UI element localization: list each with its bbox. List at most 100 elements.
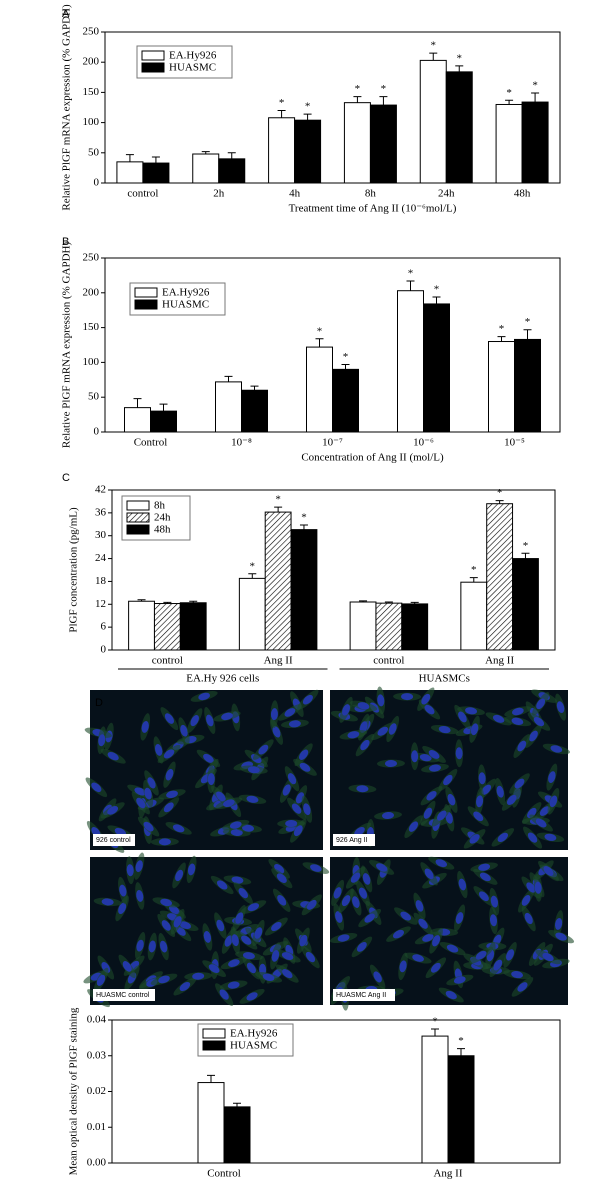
y-tick-label: 24 (95, 552, 107, 564)
nucleus (556, 701, 565, 713)
nucleus (458, 711, 467, 723)
nucleus (341, 895, 351, 907)
bar (375, 602, 403, 651)
nucleus (421, 693, 431, 705)
bar (223, 1106, 251, 1164)
nucleus (529, 730, 538, 742)
nucleus (489, 914, 498, 927)
nucleus (364, 913, 375, 923)
y-tick-label: 250 (83, 252, 100, 264)
nucleus (418, 918, 428, 929)
caption-box (333, 834, 375, 846)
x-tick-label: 10⁻⁸ (231, 437, 252, 449)
error-bar (250, 385, 259, 391)
micrograph-caption: 926 Ang II (336, 837, 368, 844)
nucleus (221, 712, 233, 721)
nucleus (465, 707, 478, 715)
nucleus (492, 714, 505, 723)
nucleus (549, 795, 558, 808)
y-tick-label: 12 (95, 598, 106, 610)
nucleus (306, 899, 317, 910)
error-bar (359, 600, 368, 602)
nucleus (161, 920, 171, 931)
y-tick-label: 200 (83, 56, 100, 68)
nucleus (229, 821, 242, 829)
nucleus (101, 898, 114, 906)
legend-label: EA.Hy926 (169, 50, 217, 62)
caption-box (93, 834, 135, 846)
nucleus (282, 969, 293, 979)
nucleus (524, 912, 533, 925)
nucleus (190, 715, 199, 727)
bar (264, 511, 292, 651)
significance-marker: * (458, 1035, 464, 1047)
nucleus (203, 931, 212, 943)
nucleus (231, 934, 239, 947)
nucleus (453, 976, 466, 984)
micrograph-caption: 926 control (96, 837, 131, 844)
x-tick-label: control (373, 655, 404, 667)
nucleus (107, 752, 119, 761)
nucleus (360, 739, 370, 751)
nucleus (357, 702, 370, 710)
nucleus (91, 782, 102, 793)
nucleus (455, 912, 464, 924)
significance-marker: * (432, 1015, 438, 1027)
nucleus (400, 911, 412, 921)
legend-label: HUASMC (230, 1040, 277, 1052)
error-bar (163, 601, 172, 604)
legend-swatch (126, 500, 150, 511)
nucleus (271, 921, 282, 932)
nucleus (377, 726, 389, 736)
legend-swatch (202, 1028, 226, 1039)
nucleus (254, 927, 263, 939)
x-tick-label: control (127, 188, 158, 200)
nucleus (136, 797, 146, 809)
nucleus (281, 952, 294, 961)
nucleus (342, 704, 351, 716)
nucleus (258, 744, 269, 755)
error-bar (224, 375, 233, 382)
bar (150, 410, 177, 433)
error-bar (189, 600, 198, 603)
error-bar (521, 552, 530, 559)
legend-label: EA.Hy926 (230, 1028, 278, 1040)
nucleus (536, 698, 546, 710)
nucleus (542, 952, 554, 962)
nucleus (310, 864, 322, 872)
nucleus (165, 768, 174, 781)
nucleus (392, 929, 404, 939)
nucleus (527, 832, 538, 843)
bar (401, 603, 429, 651)
nucleus (430, 962, 441, 973)
error-bar (159, 403, 168, 412)
y-tick-label: 0.01 (87, 1121, 106, 1133)
nucleus (119, 884, 127, 897)
nucleus (469, 834, 480, 844)
nucleus (446, 944, 459, 953)
nucleus (216, 791, 226, 802)
y-tick-label: 36 (95, 506, 107, 518)
nucleus (382, 812, 394, 820)
nucleus (350, 872, 361, 883)
error-bar (151, 156, 160, 164)
bar (460, 581, 488, 651)
legend-swatch (141, 62, 165, 73)
nucleus (175, 869, 184, 882)
nucleus (543, 866, 554, 876)
nucleus (219, 989, 229, 1000)
nucleus (426, 790, 437, 801)
nucleus (376, 863, 388, 872)
significance-marker: * (471, 564, 477, 576)
plot-frame (111, 1019, 561, 1164)
nucleus (437, 810, 447, 821)
significance-marker: * (523, 540, 529, 552)
significance-marker: * (279, 97, 285, 109)
legend-swatch (126, 524, 150, 535)
nucleus (476, 795, 484, 808)
bar (445, 71, 473, 184)
y-tick-label: 18 (95, 575, 107, 587)
nucleus (166, 790, 178, 799)
legend-swatch (126, 512, 150, 523)
bar (179, 602, 207, 651)
